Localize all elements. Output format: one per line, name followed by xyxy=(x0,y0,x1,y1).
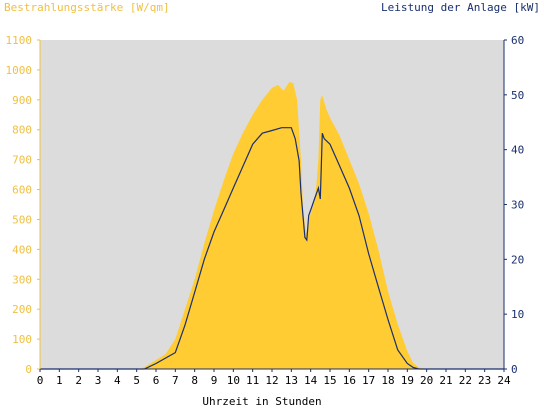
axes-layer: 0100200300400500600700800900100011000102… xyxy=(6,34,525,387)
x-tick-label: 4 xyxy=(114,374,121,387)
x-tick-label: 20 xyxy=(420,374,433,387)
x-tick-label: 8 xyxy=(191,374,198,387)
left-tick-label: 500 xyxy=(12,213,32,226)
x-tick-label: 9 xyxy=(211,374,218,387)
irradiance-layer xyxy=(40,81,504,370)
x-tick-label: 14 xyxy=(304,374,318,387)
x-tick-label: 10 xyxy=(227,374,240,387)
right-tick-label: 0 xyxy=(511,363,518,376)
right-tick-label: 40 xyxy=(511,144,524,157)
power-layer xyxy=(40,127,504,370)
left-tick-label: 400 xyxy=(12,243,32,256)
left-tick-label: 300 xyxy=(12,273,32,286)
x-tick-label: 22 xyxy=(459,374,472,387)
x-tick-label: 1 xyxy=(56,374,63,387)
left-tick-label: 700 xyxy=(12,154,32,167)
left-tick-label: 900 xyxy=(12,94,32,107)
right-tick-label: 60 xyxy=(511,34,524,47)
x-tick-label: 7 xyxy=(172,374,179,387)
x-tick-label: 5 xyxy=(133,374,140,387)
left-tick-label: 0 xyxy=(25,363,32,376)
x-tick-label: 11 xyxy=(246,374,259,387)
left-tick-label: 1100 xyxy=(6,34,33,47)
left-tick-label: 100 xyxy=(12,333,32,346)
right-tick-label: 30 xyxy=(511,199,524,212)
right-axis-title: Leistung der Anlage [kW] xyxy=(381,1,540,14)
left-tick-label: 1000 xyxy=(6,64,33,77)
x-tick-label: 0 xyxy=(37,374,44,387)
left-tick-label: 800 xyxy=(12,124,32,137)
x-tick-label: 16 xyxy=(343,374,356,387)
x-tick-label: 15 xyxy=(323,374,336,387)
x-tick-label: 23 xyxy=(478,374,491,387)
x-tick-label: 17 xyxy=(362,374,375,387)
x-tick-label: 2 xyxy=(75,374,82,387)
x-tick-label: 21 xyxy=(439,374,452,387)
left-axis-title: Bestrahlungsstärke [W/qm] xyxy=(4,1,170,14)
power-line xyxy=(40,127,504,370)
irradiance-area xyxy=(40,81,504,370)
x-tick-label: 24 xyxy=(497,374,511,387)
x-tick-label: 13 xyxy=(285,374,298,387)
right-tick-label: 20 xyxy=(511,253,524,266)
x-tick-label: 12 xyxy=(265,374,278,387)
left-tick-label: 600 xyxy=(12,184,32,197)
x-tick-label: 3 xyxy=(95,374,102,387)
x-tick-label: 6 xyxy=(153,374,160,387)
left-tick-label: 200 xyxy=(12,303,32,316)
right-tick-label: 10 xyxy=(511,308,524,321)
x-tick-label: 19 xyxy=(401,374,414,387)
x-tick-label: 18 xyxy=(381,374,394,387)
x-axis-title: Uhrzeit in Stunden xyxy=(202,395,321,408)
right-tick-label: 50 xyxy=(511,89,524,102)
